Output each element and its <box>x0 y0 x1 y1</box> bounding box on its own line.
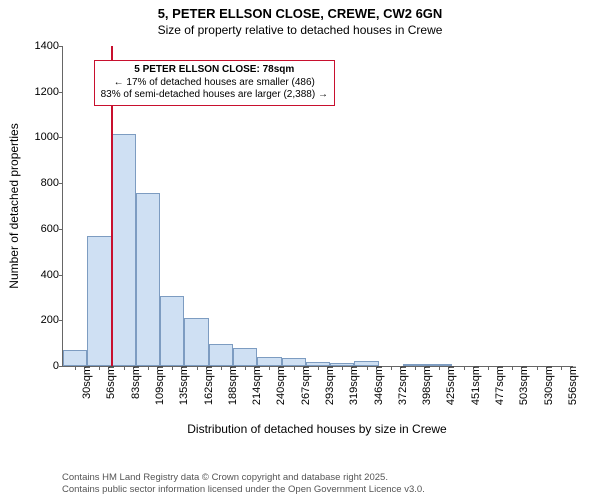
annotation-line-3: 83% of semi-detached houses are larger (… <box>101 89 328 102</box>
chart-subtitle: Size of property relative to detached ho… <box>0 23 600 37</box>
y-tick-mark <box>59 183 63 184</box>
histogram-bar <box>63 350 87 366</box>
x-axis-label: Distribution of detached houses by size … <box>187 422 446 436</box>
histogram-bar <box>282 358 306 366</box>
chart-title: 5, PETER ELLSON CLOSE, CREWE, CW2 6GN <box>0 6 600 21</box>
annotation-line-1: 5 PETER ELLSON CLOSE: 78sqm <box>101 64 328 77</box>
x-tick-label: 425sqm <box>439 366 457 405</box>
x-tick-label: 83sqm <box>124 366 142 399</box>
chart-container: 020040060080010001200140030sqm56sqm83sqm… <box>0 42 600 442</box>
x-tick-label: 398sqm <box>415 366 433 405</box>
footer-line-2: Contains public sector information licen… <box>62 484 425 496</box>
x-tick-label: 451sqm <box>464 366 482 405</box>
annotation-box: 5 PETER ELLSON CLOSE: 78sqm← 17% of deta… <box>94 60 335 106</box>
x-tick-label: 214sqm <box>245 366 263 405</box>
x-tick-label: 56sqm <box>99 366 117 399</box>
histogram-bar <box>209 344 233 366</box>
y-tick-mark <box>59 366 63 367</box>
x-tick-label: 530sqm <box>537 366 555 405</box>
y-axis-label: Number of detached properties <box>7 123 21 288</box>
plot-area: 020040060080010001200140030sqm56sqm83sqm… <box>62 46 573 367</box>
x-tick-label: 372sqm <box>391 366 409 405</box>
y-tick-mark <box>59 275 63 276</box>
x-tick-label: 346sqm <box>367 366 385 405</box>
x-tick-label: 188sqm <box>221 366 239 405</box>
histogram-bar <box>136 193 160 366</box>
x-tick-label: 109sqm <box>148 366 166 405</box>
annotation-line-2: ← 17% of detached houses are smaller (48… <box>101 77 328 90</box>
x-tick-label: 30sqm <box>75 366 93 399</box>
histogram-bar <box>184 318 208 366</box>
histogram-bar <box>160 296 184 366</box>
x-tick-label: 240sqm <box>269 366 287 405</box>
footer-line-1: Contains HM Land Registry data © Crown c… <box>62 472 425 484</box>
y-tick-mark <box>59 229 63 230</box>
chart-title-block: 5, PETER ELLSON CLOSE, CREWE, CW2 6GN Si… <box>0 0 600 37</box>
x-tick-label: 319sqm <box>342 366 360 405</box>
x-tick-label: 267sqm <box>294 366 312 405</box>
y-tick-mark <box>59 320 63 321</box>
y-tick-mark <box>59 137 63 138</box>
x-tick-label: 477sqm <box>488 366 506 405</box>
x-tick-label: 135sqm <box>172 366 190 405</box>
histogram-bar <box>87 236 111 366</box>
x-tick-label: 293sqm <box>318 366 336 405</box>
x-tick-label: 162sqm <box>197 366 215 405</box>
histogram-bar <box>112 134 136 366</box>
y-tick-mark <box>59 46 63 47</box>
y-tick-mark <box>59 92 63 93</box>
histogram-bar <box>257 357 281 366</box>
histogram-bar <box>233 348 257 366</box>
x-tick-label: 503sqm <box>512 366 530 405</box>
x-tick-label: 556sqm <box>561 366 579 405</box>
footer-attribution: Contains HM Land Registry data © Crown c… <box>62 472 425 496</box>
